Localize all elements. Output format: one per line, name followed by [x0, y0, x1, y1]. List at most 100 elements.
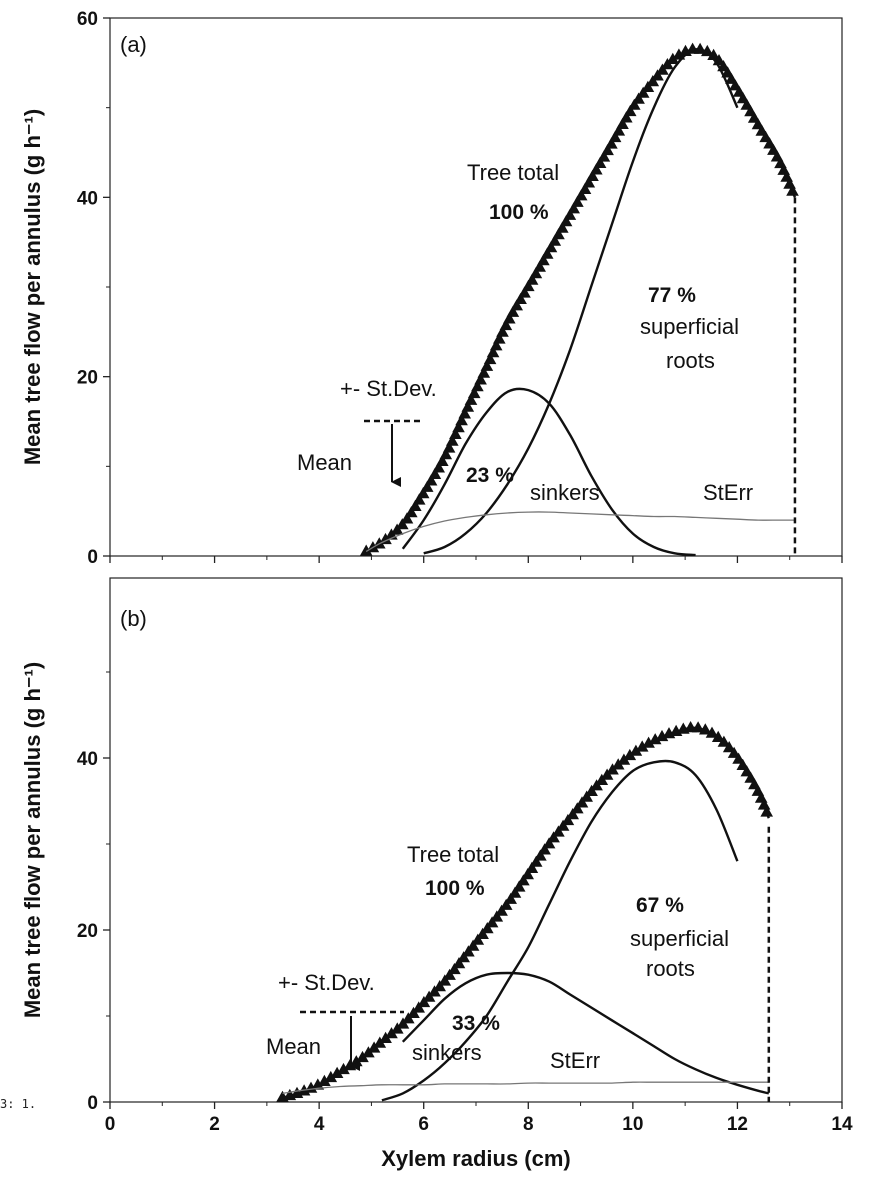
y-tick-label: 0	[87, 547, 98, 568]
data-point-marker	[449, 427, 462, 439]
data-point-marker	[617, 753, 631, 765]
data-point-marker	[636, 86, 650, 98]
y-tick-label: 20	[77, 368, 98, 389]
data-point-marker	[416, 487, 430, 499]
data-point-marker	[632, 92, 645, 104]
data-point-marker	[476, 927, 489, 939]
data-point-marker	[641, 80, 655, 92]
panel-a-x-ticks	[109, 556, 843, 563]
data-point-marker	[318, 1074, 331, 1086]
panel-b-label: (b)	[120, 606, 147, 631]
data-point-marker	[464, 393, 478, 405]
data-point-marker	[356, 1050, 369, 1063]
data-point-marker	[452, 957, 466, 969]
data-point-marker	[608, 130, 622, 143]
panel-b: 0 20 40 0 2 4 6 8 10 12 14 Mean tree flow per ann…	[20, 577, 853, 1135]
panel-b-superficial-pct: 67 %	[636, 894, 684, 917]
data-point-marker	[580, 790, 593, 802]
data-point-marker	[552, 228, 565, 240]
data-point-marker	[424, 474, 438, 486]
data-point-marker	[717, 735, 731, 747]
data-point-marker	[623, 748, 637, 761]
panel-a-superficial-label: superficial	[640, 314, 739, 339]
data-point-marker	[628, 98, 641, 110]
data-point-marker	[701, 44, 714, 57]
data-point-marker	[571, 195, 584, 207]
panel-a-tree-total-label: Tree total	[467, 160, 559, 185]
x-tick-label: 8	[523, 1114, 534, 1135]
data-point-marker	[522, 279, 535, 292]
y-tick-label: 0	[87, 1093, 98, 1114]
data-point-marker	[436, 454, 449, 466]
data-point-marker	[379, 1031, 392, 1043]
panel-b-superficial-label: superficial	[630, 926, 729, 951]
data-point-marker	[432, 461, 445, 473]
x-tick-label: 6	[418, 1114, 429, 1135]
y-tick-label: 40	[77, 749, 98, 770]
data-point-marker	[420, 480, 434, 492]
x-tick-label: 2	[209, 1114, 220, 1135]
data-point-marker	[629, 744, 643, 756]
data-point-marker	[561, 813, 575, 826]
data-point-marker	[499, 898, 513, 910]
data-point-marker	[442, 441, 456, 453]
data-point-marker	[646, 75, 660, 87]
data-point-marker	[597, 150, 611, 162]
data-point-marker	[493, 332, 506, 344]
data-point-marker	[575, 796, 589, 808]
data-point-marker	[648, 733, 662, 745]
data-point-marker	[529, 855, 543, 867]
data-point-marker	[467, 386, 481, 399]
data-point-marker	[448, 962, 461, 975]
data-point-marker	[483, 352, 497, 365]
panel-a-label: (a)	[120, 32, 147, 57]
data-point-marker	[582, 176, 596, 188]
data-point-marker	[623, 104, 637, 117]
data-point-marker	[443, 968, 456, 980]
panel-b-y-axis: 0 20 40	[77, 671, 110, 1114]
data-point-marker	[446, 434, 459, 446]
data-point-marker	[556, 221, 569, 233]
data-point-marker	[405, 506, 418, 518]
data-point-marker	[567, 202, 580, 214]
data-point-marker	[593, 156, 607, 168]
data-point-marker	[547, 831, 560, 843]
data-point-marker	[485, 916, 499, 928]
panel-a-plot	[359, 42, 799, 557]
data-point-marker	[396, 518, 409, 530]
data-point-marker	[324, 1070, 338, 1083]
data-point-marker	[379, 532, 392, 545]
data-point-marker	[612, 124, 626, 136]
data-point-marker	[457, 951, 470, 963]
data-point-marker	[542, 837, 556, 849]
data-point-marker	[495, 904, 508, 916]
data-point-marker	[458, 407, 471, 419]
data-point-marker	[566, 808, 579, 820]
data-point-marker	[786, 184, 799, 196]
data-point-marker	[574, 189, 588, 201]
data-point-marker	[461, 400, 475, 412]
x-tick-label: 14	[831, 1114, 853, 1135]
data-point-marker	[400, 512, 414, 524]
data-point-marker	[552, 825, 565, 837]
series-line-sinkers	[401, 387, 696, 557]
data-point-marker	[586, 169, 599, 181]
panel-a-y-axis-title: Mean tree flow per annulus (g h⁻¹)	[20, 109, 45, 465]
data-point-marker	[462, 945, 475, 957]
data-point-marker	[486, 346, 500, 358]
panel-a-legend-std-label: +- St.Dev.	[340, 376, 437, 401]
data-point-marker	[533, 260, 546, 272]
x-tick-label: 0	[105, 1114, 116, 1135]
data-point-marker	[666, 52, 680, 64]
data-point-marker	[605, 137, 618, 149]
data-point-marker	[409, 499, 422, 511]
data-point-marker	[452, 421, 465, 433]
data-point-marker	[534, 849, 547, 861]
panel-a-sinkers-pct: 23 %	[466, 464, 514, 487]
x-axis-title: Xylem radius (cm)	[381, 1146, 571, 1171]
data-point-marker	[699, 723, 712, 735]
data-point-marker	[311, 1078, 325, 1090]
panel-b-x-ticks: 0 2 4 6 8 10 12 14	[105, 1102, 853, 1135]
panel-b-plot	[276, 721, 773, 1102]
